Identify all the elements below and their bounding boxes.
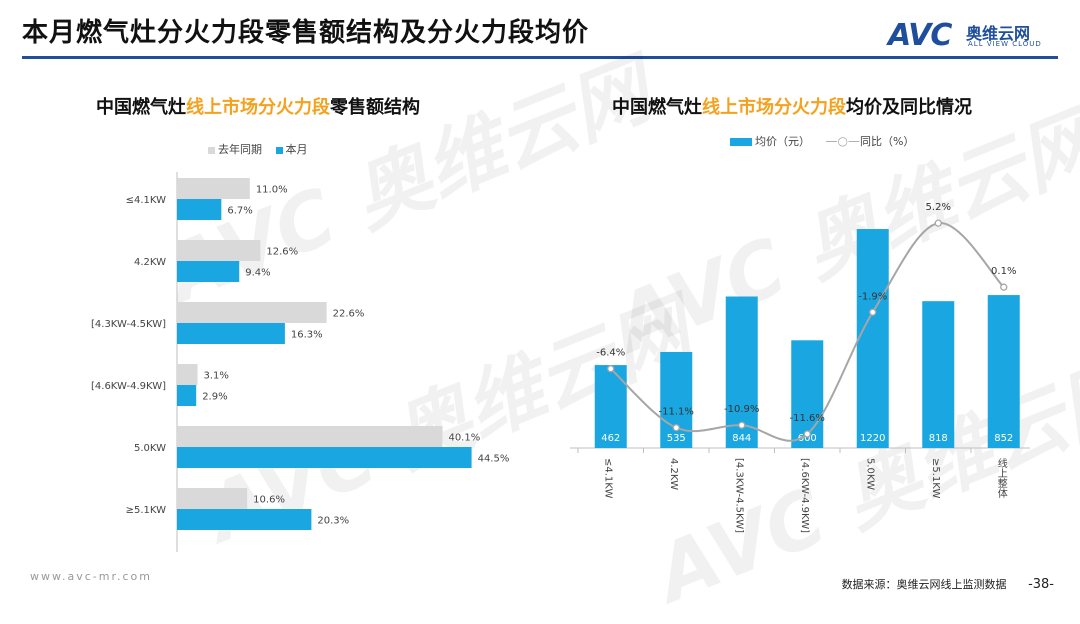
left-bar-value-label: 11.0%	[256, 185, 288, 196]
left-bar-last-year	[177, 426, 443, 447]
legend-swatch-last-year	[208, 146, 215, 154]
right-price-bar	[922, 301, 955, 448]
footer-source: 数据来源：奥维云网线上监测数据 -38-	[842, 576, 1054, 592]
left-chart-title: 中国燃气灶线上市场分火力段零售额结构	[96, 93, 420, 119]
right-price-value-label: 462	[601, 433, 620, 444]
left-bar-chart: ≤4.1KW 11.0% 6.7% 4.2KW 12.6% 9.4% [4.3KW-4.5K…	[91, 172, 510, 552]
right-yoy-value-label: -11.6%	[790, 413, 825, 424]
right-price-value-label: 818	[929, 433, 948, 444]
right-yoy-point	[934, 219, 942, 227]
logo-en-text: ALL VIEW CLOUD	[968, 40, 1042, 48]
legend-swatch-price	[730, 138, 752, 146]
right-category-label: [4.3KW-4.5KW]	[733, 458, 744, 533]
left-bar-this-month	[177, 509, 312, 530]
left-category-label: 4.2KW	[134, 257, 166, 268]
title-divider	[22, 56, 1058, 59]
left-bar-value-label: 12.6%	[266, 247, 298, 258]
legend-label-last-year: 去年同期	[218, 143, 262, 156]
right-yoy-value-label: 5.2%	[926, 202, 951, 213]
right-title-highlight: 线上市场分火力段	[702, 97, 846, 118]
page-title: 本月燃气灶分火力段零售额结构及分火力段均价	[22, 18, 590, 48]
right-price-value-label: 535	[667, 433, 686, 444]
left-bar-value-label: 9.4%	[245, 268, 270, 279]
left-bar-last-year	[177, 364, 198, 385]
legend-label-yoy: 同比（%）	[859, 135, 915, 148]
left-title-pre: 中国燃气灶	[96, 97, 186, 118]
left-title-post: 零售额结构	[330, 97, 420, 118]
left-bar-value-label: 22.6%	[333, 309, 365, 320]
logo-mark: AVC	[888, 18, 952, 53]
left-legend: 去年同期 本月	[208, 141, 308, 157]
right-price-value-label: 600	[798, 433, 817, 444]
right-yoy-value-label: -6.4%	[596, 348, 625, 359]
right-category-label: 5.0KW	[864, 458, 875, 490]
left-category-label: [4.6KW-4.9KW]	[91, 381, 166, 392]
right-category-label: ≤4.1KW	[602, 458, 613, 498]
legend-label-this-month: 本月	[285, 143, 308, 156]
right-chart-title: 中国燃气灶线上市场分火力段均价及同比情况	[612, 93, 972, 119]
left-bar-value-label: 40.1%	[448, 433, 480, 444]
left-bar-last-year	[177, 240, 261, 261]
left-bar-value-label: 10.6%	[253, 495, 285, 506]
right-legend: 均价（元） —○—同比（%）	[730, 133, 914, 149]
left-bar-value-label: 16.3%	[291, 330, 323, 341]
left-category-label: [4.3KW-4.5KW]	[91, 319, 166, 330]
left-bar-this-month	[177, 261, 240, 282]
right-yoy-point	[607, 365, 615, 373]
right-yoy-value-label: -10.9%	[724, 404, 759, 415]
right-category-label: 线上整体	[995, 457, 1007, 499]
left-title-highlight: 线上市场分火力段	[186, 97, 330, 118]
left-bar-value-label: 2.9%	[202, 392, 227, 403]
left-category-label: 5.0KW	[134, 443, 166, 454]
right-price-bar	[987, 295, 1020, 448]
left-bar-last-year	[177, 178, 250, 199]
legend-swatch-this-month	[275, 146, 283, 154]
logo-cn-text: 奥维云网	[966, 24, 1031, 43]
left-bar-this-month	[177, 385, 197, 406]
right-yoy-point	[803, 430, 811, 438]
left-bar-this-month	[177, 323, 285, 344]
right-category-label: ≥5.1KW	[930, 458, 941, 498]
right-yoy-value-label: -1.9%	[858, 291, 887, 302]
right-title-post: 均价及同比情况	[846, 97, 972, 118]
right-title-pre: 中国燃气灶	[612, 97, 702, 118]
left-bar-value-label: 3.1%	[204, 371, 229, 382]
left-bar-value-label: 44.5%	[478, 454, 510, 465]
right-yoy-value-label: 0.1%	[991, 266, 1016, 277]
footer-source-text: 数据来源：奥维云网线上监测数据	[841, 578, 1007, 591]
left-bar-this-month	[177, 199, 222, 220]
right-yoy-point	[672, 424, 680, 432]
legend-label-price: 均价（元）	[755, 135, 810, 148]
legend-swatch-yoy: —○—	[825, 134, 860, 148]
left-category-label: ≥5.1KW	[126, 505, 166, 516]
right-yoy-value-label: -11.1%	[659, 407, 694, 418]
footer-url: www.avc-mr.com	[30, 570, 152, 583]
right-price-value-label: 852	[994, 433, 1013, 444]
brand-logo: AVC 奥维云网 ALL VIEW CLOUD	[888, 18, 1058, 54]
right-combo-chart: 462 ≤4.1KW 535 4.2KW 844 [4.3KW-4.5KW] 600 [4.6…	[570, 202, 1030, 533]
right-price-value-label: 844	[732, 433, 751, 444]
right-yoy-point	[738, 421, 746, 429]
left-bar-last-year	[177, 488, 248, 509]
right-yoy-point	[1000, 283, 1008, 291]
right-category-label: 4.2KW	[668, 458, 679, 490]
right-price-value-label: 1220	[860, 433, 885, 444]
right-category-label: [4.6KW-4.9KW]	[799, 458, 810, 533]
left-bar-last-year	[177, 302, 327, 323]
right-price-bar	[791, 340, 824, 448]
left-category-label: ≤4.1KW	[126, 195, 166, 206]
right-price-bar	[660, 351, 693, 448]
page-number: -38-	[1028, 577, 1054, 592]
left-bar-value-label: 6.7%	[227, 206, 252, 217]
left-bar-this-month	[177, 447, 472, 468]
right-price-bar	[856, 229, 889, 448]
left-bar-value-label: 20.3%	[317, 516, 349, 527]
right-yoy-point	[869, 308, 877, 316]
